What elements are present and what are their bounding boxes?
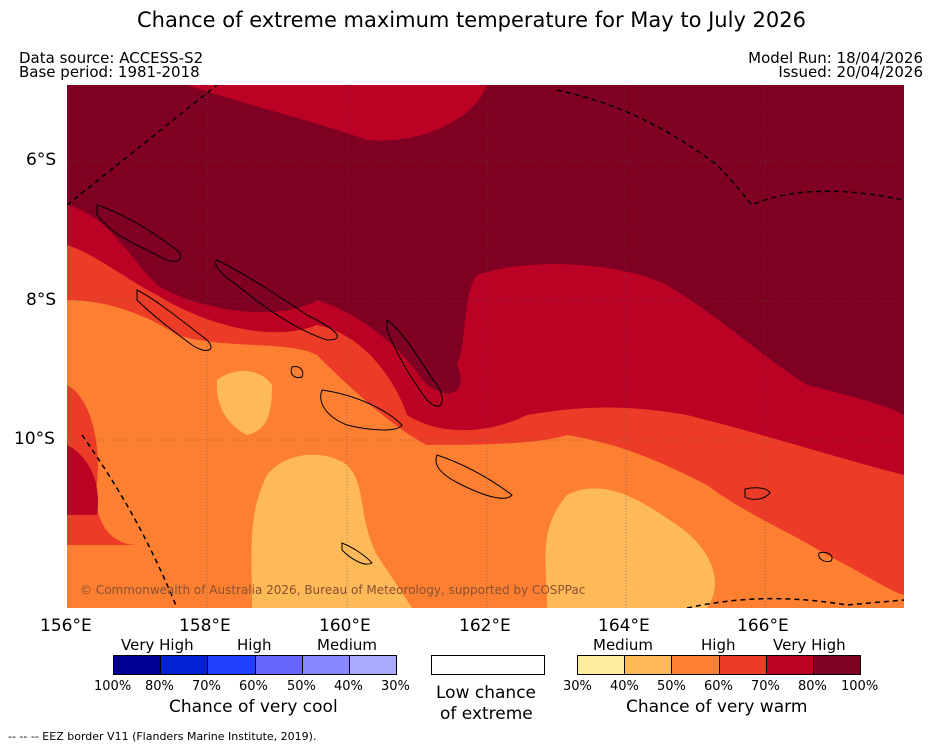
model-run-label: Model Run: 18/04/2026 [748, 49, 923, 67]
warm-pct-40: 40% [610, 679, 639, 694]
warm-pct-80: 80% [798, 679, 827, 694]
map-svg [67, 85, 904, 608]
warm-swatch-70-80 [766, 656, 814, 674]
cool-category-medium: Medium [317, 636, 377, 654]
cool-swatch-40-50 [302, 656, 350, 674]
cool-pct-50: 50% [287, 679, 316, 694]
zone-40-50-small [216, 370, 272, 435]
copyright-label: © Commonwealth of Australia 2026, Bureau… [80, 583, 586, 597]
cool-category-high: High [237, 636, 272, 654]
lon-label-160e: 160°E [319, 616, 371, 636]
warm-swatch-80-100 [813, 656, 861, 674]
eez-borders [67, 85, 904, 608]
warm-swatch-50-60 [672, 656, 720, 674]
lon-label-166e: 166°E [737, 616, 789, 636]
neutral-caption-line1: Low chance [436, 683, 536, 703]
map-title: Chance of extreme maximum temperature fo… [136, 8, 806, 32]
lon-label-158e: 158°E [179, 616, 231, 636]
cool-pct-70: 70% [192, 679, 221, 694]
coastlines [96, 204, 833, 565]
warm-pct-30: 30% [563, 679, 592, 694]
zone-70-80-north [67, 85, 487, 141]
lat-label-8s: 8°S [26, 290, 57, 310]
neutral-caption-line2: of extreme [440, 704, 533, 724]
cool-swatch-60-70 [208, 656, 256, 674]
lat-label-10s: 10°S [14, 429, 55, 449]
cool-pct-40: 40% [334, 679, 363, 694]
neutral-swatch [431, 655, 545, 675]
warm-category-medium: Medium [593, 636, 653, 654]
cool-swatch-80-100 [114, 656, 162, 674]
cool-pct-30: 30% [381, 679, 410, 694]
cool-swatch-50-60 [255, 656, 303, 674]
warm-pct-70: 70% [751, 679, 780, 694]
warm-pct-100: 100% [841, 679, 879, 694]
warm-caption: Chance of very warm [626, 697, 808, 717]
warm-pct-60: 60% [704, 679, 733, 694]
warm-category-very-high: Very High [773, 636, 846, 654]
cool-swatch-30-40 [349, 656, 397, 674]
graticule [67, 85, 904, 608]
warm-colorbar [577, 655, 861, 675]
lon-label-162e: 162°E [459, 616, 511, 636]
zone-70-80-west [67, 445, 98, 515]
cool-category-very-high: Very High [121, 636, 194, 654]
base-period-label: Base period: 1981-2018 [19, 63, 200, 81]
warm-swatch-30-40 [578, 656, 626, 674]
warm-swatch-40-50 [625, 656, 673, 674]
cool-pct-80: 80% [145, 679, 174, 694]
warm-category-high: High [701, 636, 736, 654]
issued-label: Issued: 20/04/2026 [778, 63, 923, 81]
lat-label-6s: 6°S [26, 150, 57, 170]
zone-40-50-south [251, 454, 412, 608]
cool-pct-60: 60% [239, 679, 268, 694]
data-source-label: Data source: ACCESS-S2 [19, 49, 204, 67]
lon-label-156e: 156°E [40, 616, 92, 636]
lon-label-164e: 164°E [598, 616, 650, 636]
map-panel[interactable]: © Commonwealth of Australia 2026, Bureau… [67, 85, 904, 608]
warm-swatch-60-70 [719, 656, 767, 674]
zone-40-50-southeast [545, 488, 716, 608]
cool-pct-100: 100% [94, 679, 132, 694]
eez-note: -- -- -- EEZ border V11 (Flanders Marine… [8, 730, 317, 743]
cool-caption: Chance of very cool [169, 697, 338, 717]
warm-pct-50: 50% [657, 679, 686, 694]
cool-swatch-70-80 [161, 656, 209, 674]
cool-colorbar [113, 655, 397, 675]
